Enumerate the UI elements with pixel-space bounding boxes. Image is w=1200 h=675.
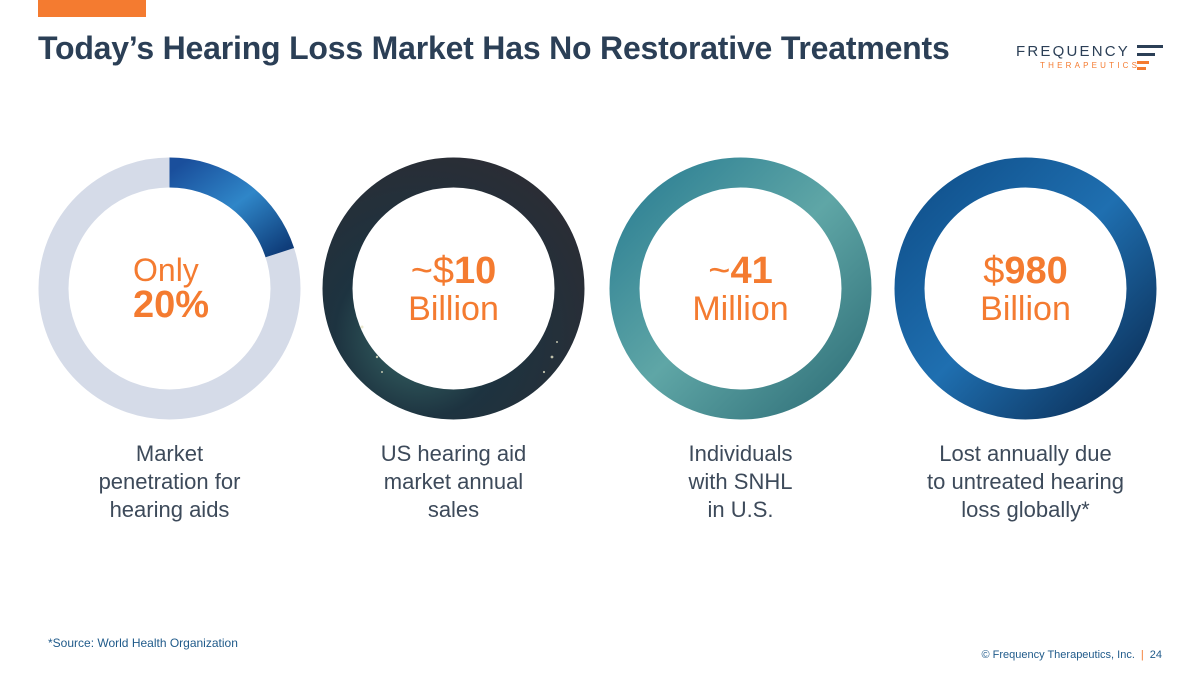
- stat-prefix: ~$: [410, 249, 455, 292]
- teal-texture-ring: [609, 157, 872, 420]
- stat-percent: 20%: [133, 283, 210, 326]
- stat-value: ~$10 Billion: [322, 157, 585, 420]
- stat-number: 41: [730, 249, 773, 292]
- slide-title: Today’s Hearing Loss Market Has No Resto…: [38, 30, 950, 66]
- frequency-logo: FREQUENCY THERAPEUTICS: [1016, 43, 1166, 73]
- stat-ring-lost-annually: $980 Billion: [894, 157, 1157, 420]
- accent-bar: [38, 0, 146, 17]
- stat-value: Only 20%: [38, 157, 301, 420]
- penetration-donut: [38, 157, 301, 420]
- source-note: *Source: World Health Organization: [48, 636, 238, 650]
- stat-unit: Billion: [408, 289, 499, 328]
- stat-ring-penetration: Only 20%: [38, 157, 301, 420]
- earth-night-ring: [322, 157, 585, 420]
- blue-globe-ring: [894, 157, 1157, 420]
- logo-subtitle: THERAPEUTICS: [1040, 61, 1141, 70]
- stat-caption-market-sales: US hearing aid market annual sales: [380, 441, 527, 522]
- logo-wordmark: FREQUENCY: [1016, 43, 1130, 60]
- stat-caption-lost-annually: Lost annually due to untreated hearing l…: [927, 441, 1124, 522]
- stat-caption-individuals: Individuals with SNHL in U.S.: [688, 441, 793, 522]
- page-number: 24: [1149, 649, 1162, 661]
- stat-caption-penetration: Market penetration for hearing aids: [98, 441, 241, 522]
- stat-number: 10: [454, 249, 497, 292]
- stat-unit: Million: [692, 289, 789, 328]
- stat-unit: Billion: [980, 289, 1071, 328]
- footer: © Frequency Therapeutics, Inc. | 24: [981, 649, 1162, 661]
- stat-prefix: ~: [708, 249, 731, 292]
- copyright-text: © Frequency Therapeutics, Inc.: [981, 649, 1135, 661]
- donut-segment-share: [169, 157, 295, 258]
- stat-ring-individuals: ~41 Million: [609, 157, 872, 420]
- stat-label-only: Only: [133, 251, 199, 288]
- stat-number: 980: [1004, 249, 1068, 292]
- stat-prefix: $: [983, 249, 1005, 292]
- footer-separator: |: [1140, 649, 1144, 661]
- logo-bars-icon: [1137, 45, 1163, 70]
- stat-ring-market-sales: ~$10 Billion: [322, 157, 585, 420]
- stat-value: $980 Billion: [894, 157, 1157, 420]
- stat-value: ~41 Million: [609, 157, 872, 420]
